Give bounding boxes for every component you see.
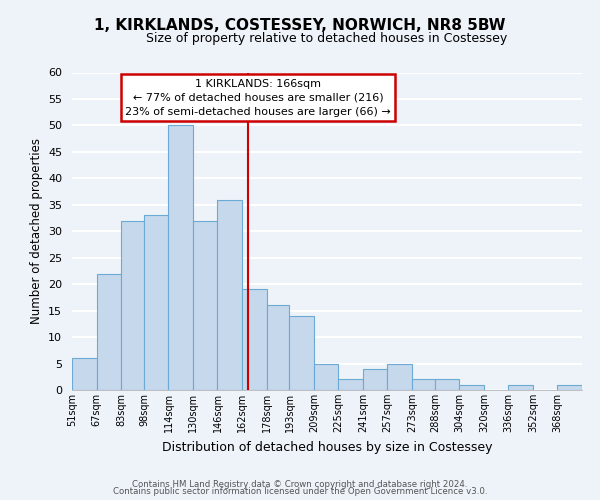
Bar [121,220,144,390]
Bar [193,220,217,390]
Bar [242,290,266,390]
Bar [557,384,582,390]
Bar [338,380,363,390]
Bar [508,384,533,390]
Text: 1, KIRKLANDS, COSTESSEY, NORWICH, NR8 5BW: 1, KIRKLANDS, COSTESSEY, NORWICH, NR8 5B… [94,18,506,32]
Bar [460,384,484,390]
Title: Size of property relative to detached houses in Costessey: Size of property relative to detached ho… [146,32,508,45]
Bar [144,216,169,390]
Bar [217,200,242,390]
Bar [388,364,412,390]
X-axis label: Distribution of detached houses by size in Costessey: Distribution of detached houses by size … [162,440,492,454]
Y-axis label: Number of detached properties: Number of detached properties [29,138,43,324]
Bar [412,380,435,390]
Bar [289,316,314,390]
Bar [266,306,289,390]
Bar [435,380,460,390]
Text: Contains HM Land Registry data © Crown copyright and database right 2024.: Contains HM Land Registry data © Crown c… [132,480,468,489]
Text: Contains public sector information licensed under the Open Government Licence v3: Contains public sector information licen… [113,488,487,496]
Bar [314,364,338,390]
Bar [72,358,97,390]
Bar [169,126,193,390]
Text: 1 KIRKLANDS: 166sqm
← 77% of detached houses are smaller (216)
23% of semi-detac: 1 KIRKLANDS: 166sqm ← 77% of detached ho… [125,79,391,117]
Bar [97,274,121,390]
Bar [363,369,388,390]
